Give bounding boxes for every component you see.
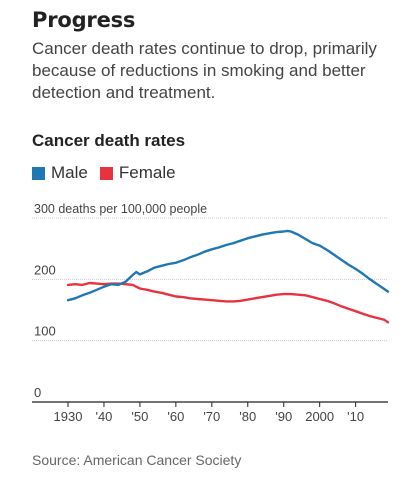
x-tick-label: '70 [203, 409, 220, 424]
legend-item-male: Male [32, 163, 88, 183]
grid-layer [32, 217, 388, 342]
y-tick-label: 200 [34, 262, 56, 277]
x-tick-label: '80 [239, 409, 256, 424]
y-axis-label: 300 deaths per 100,000 people [34, 202, 207, 216]
legend-label-female: Female [118, 163, 176, 182]
legend-label-male: Male [51, 163, 88, 182]
series-line-male [66, 229, 390, 302]
dek: Cancer death rates continue to drop, pri… [32, 39, 377, 102]
line-chart: 200 100 0 300 deaths per 100,000 people 1930… [32, 202, 390, 424]
x-tick-label: '90 [275, 409, 292, 424]
legend-swatch-male [32, 166, 45, 180]
x-tick-label: '10 [347, 409, 364, 424]
y-tick-label: 100 [34, 324, 56, 339]
headline: Progress [32, 8, 136, 32]
chart-title: Cancer death rates [32, 131, 186, 150]
series-line-female [66, 281, 390, 324]
legend: Male Female [32, 163, 188, 183]
x-tick-label: '40 [95, 409, 112, 424]
x-tick-label: 1930 [54, 409, 83, 424]
axis-layer: 200 100 0 300 deaths per 100,000 people 1930… [32, 202, 388, 424]
y-tick-label: 0 [34, 385, 41, 400]
x-tick-label: '60 [167, 409, 184, 424]
x-tick-label: 2000 [305, 409, 334, 424]
x-tick-label: '50 [131, 409, 148, 424]
series-layer [66, 229, 390, 324]
legend-item-female: Female [99, 163, 176, 183]
source-note: Source: American Cancer Society [32, 452, 242, 468]
legend-swatch-female [99, 166, 113, 180]
